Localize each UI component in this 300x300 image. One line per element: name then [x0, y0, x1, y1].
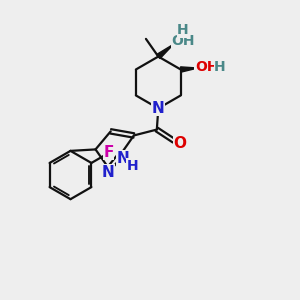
Text: N: N	[101, 165, 114, 180]
Text: N: N	[117, 151, 130, 166]
Polygon shape	[157, 44, 174, 58]
Text: H: H	[177, 23, 189, 37]
Polygon shape	[181, 67, 198, 72]
Text: H: H	[214, 60, 226, 74]
Text: F: F	[103, 145, 114, 160]
Text: N: N	[152, 101, 165, 116]
Text: O: O	[173, 136, 186, 151]
Text: H: H	[127, 159, 139, 173]
Text: OH: OH	[195, 60, 218, 74]
Text: OH: OH	[171, 34, 195, 48]
